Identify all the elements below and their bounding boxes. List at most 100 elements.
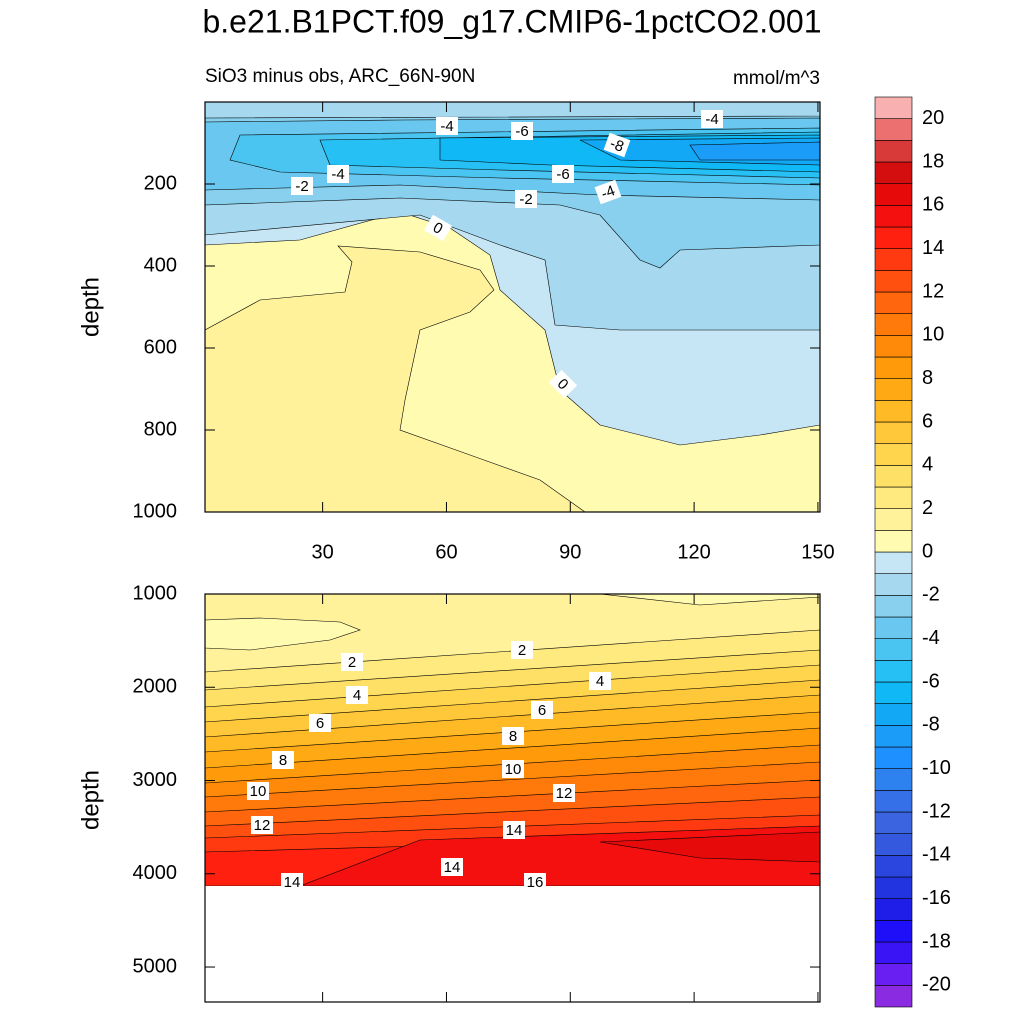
contour-label: 10 (505, 761, 522, 778)
colorbar-tick-label: 6 (922, 410, 933, 432)
contour-label-bg (423, 214, 453, 242)
contour-label-group: 0 (423, 214, 453, 242)
contour-label-group: 16 (524, 873, 546, 891)
colorbar-box (874, 725, 913, 748)
colorbar-box (874, 530, 913, 553)
contour-label: -4 (705, 111, 718, 128)
contour-label: 14 (284, 874, 301, 891)
contour-label-bg (524, 873, 546, 891)
colorbar-tick-label: -10 (922, 757, 951, 779)
colorbar-box (874, 248, 913, 271)
contour-label-bg (531, 701, 553, 719)
chart-title: b.e21.B1PCT.f09_g17.CMIP6-1pctCO2.001 (202, 3, 821, 39)
x-tick-label: 120 (677, 541, 710, 563)
y-tick-label: 1000 (133, 500, 178, 522)
contour-label-bg (272, 751, 294, 769)
colorbar-box (874, 205, 913, 228)
colorbar-box (874, 985, 913, 1008)
colorbar-tick-label: -14 (922, 844, 951, 866)
contour-label-bg (502, 760, 524, 778)
contour-label: 14 (444, 859, 461, 876)
colorbar-box (874, 703, 913, 726)
contour-label-group: 4 (346, 686, 368, 704)
contour-label: 16 (527, 874, 544, 891)
colorbar-box (874, 660, 913, 683)
x-tick-label: 150 (801, 541, 834, 563)
y-axis-label: depth (77, 277, 104, 337)
contour-label: 6 (538, 702, 546, 719)
colorbar-box (874, 183, 913, 206)
colorbar-box (874, 226, 913, 249)
colorbar-box (874, 421, 913, 444)
y-tick-label: 400 (144, 254, 177, 276)
colorbar-tick-label: -20 (922, 974, 951, 996)
contour-label: 4 (353, 687, 361, 704)
contour-label-group: 12 (251, 816, 273, 834)
x-tick-label: 60 (435, 541, 457, 563)
plot-frame (204, 593, 821, 1003)
contour-band (599, 831, 820, 863)
contour-label-group: -6 (511, 122, 533, 140)
colorbar-box (874, 313, 913, 336)
contour-label: -6 (515, 123, 528, 140)
x-tick-label: 30 (312, 541, 334, 563)
contour-label-group: -2 (515, 190, 537, 208)
contour-label-bg (441, 858, 463, 876)
contour-label-bg (552, 165, 574, 183)
contour-label: -2 (519, 191, 532, 208)
colorbar-box (874, 378, 913, 401)
contour-label: 6 (316, 715, 324, 732)
contour-label-bg (341, 653, 363, 671)
colorbar-box (874, 616, 913, 639)
colorbar-box (874, 681, 913, 704)
contour-label: -6 (556, 166, 569, 183)
subtitle: SiO3 minus obs, ARC_66N-90N (205, 66, 475, 87)
contour-label-group: 12 (553, 784, 575, 802)
contour-label: 8 (279, 752, 287, 769)
contour-label-group: -6 (552, 165, 574, 183)
y-tick-label: 1000 (133, 582, 178, 604)
y-tick-label: 4000 (133, 862, 178, 884)
contour-label-group: 8 (502, 727, 524, 745)
contour-label-group: 2 (341, 653, 363, 671)
contour-label-bg (346, 686, 368, 704)
y-tick-label: 2000 (133, 676, 178, 698)
contour-label: -4 (331, 166, 344, 183)
contour-label-group: 14 (281, 873, 303, 891)
contour-label: -4 (599, 182, 617, 203)
colorbar-box (874, 573, 913, 596)
colorbar-tick-label: -18 (922, 930, 951, 952)
colorbar-tick-label: 12 (922, 280, 944, 302)
colorbar-tick-label: -16 (922, 887, 951, 909)
contour-label: 2 (518, 642, 526, 659)
contour-label: 12 (556, 785, 573, 802)
contour-label-bg (251, 816, 273, 834)
colorbar-box (874, 508, 913, 531)
contour-label-group: -4 (436, 117, 458, 135)
contour-label-bg (603, 132, 631, 158)
contour-label-bg (701, 110, 723, 128)
colorbar-box (874, 876, 913, 899)
contour-label-bg (548, 369, 578, 399)
x-tick-label: 90 (559, 541, 581, 563)
colorbar-tick-label: 2 (922, 497, 933, 519)
contour-label-bg (589, 672, 611, 690)
contour-field (205, 102, 820, 512)
contour-label-group: -4 (327, 165, 349, 183)
colorbar-box (874, 356, 913, 379)
contour-label: -2 (295, 178, 308, 195)
y-axis-label: depth (77, 770, 104, 830)
contour-label: -4 (440, 118, 453, 135)
contour-label-group: 14 (503, 821, 525, 839)
colorbar-box (874, 963, 913, 986)
y-tick-label: 5000 (133, 955, 178, 977)
contour-label-bg (553, 784, 575, 802)
colorbar-box (874, 161, 913, 184)
colorbar-box (874, 96, 913, 119)
contour-label-bg (594, 179, 622, 205)
contour-label: 2 (348, 654, 356, 671)
contour-band (205, 617, 361, 651)
y-tick-label: 800 (144, 418, 177, 440)
contour-band (599, 594, 820, 606)
